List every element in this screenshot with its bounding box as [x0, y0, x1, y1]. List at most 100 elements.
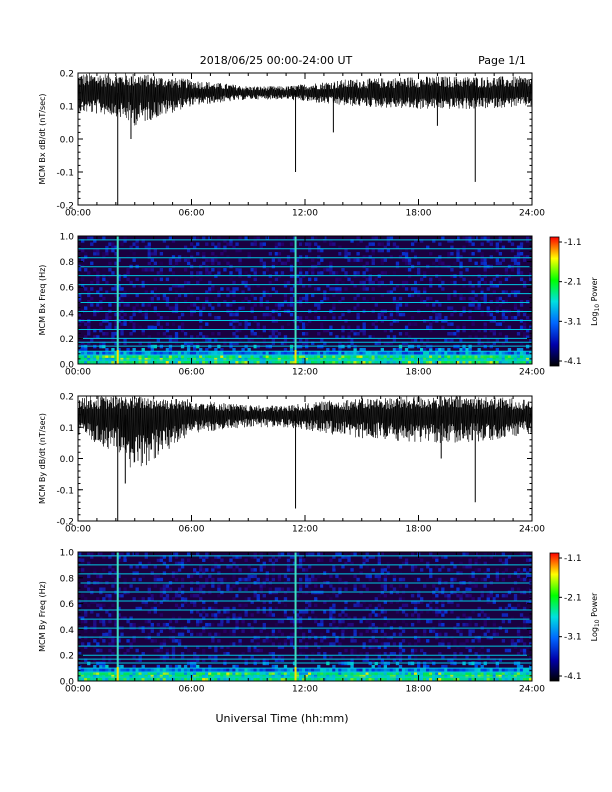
spectrogram-cell: [368, 613, 372, 617]
spectrogram-cell: [468, 645, 472, 650]
spectrogram-cell: [214, 360, 218, 365]
spectrogram-cell: [468, 668, 472, 672]
spectrogram-cell: [465, 671, 469, 675]
spectrogram-cell: [453, 677, 457, 682]
spectrogram-cell: [123, 303, 127, 307]
spectrogram-cell: [525, 316, 530, 320]
spectrogram-cell: [298, 587, 303, 591]
spectrogram-cell: [522, 606, 527, 611]
spectrogram-cell: [429, 296, 433, 301]
spectrogram-cell: [468, 296, 472, 301]
spectrogram-cell: [474, 357, 478, 362]
spectrogram-cell: [90, 671, 94, 675]
spectrogram-cell: [308, 671, 312, 675]
spectrogram-cell: [507, 655, 512, 659]
spectrogram-cell: [183, 360, 188, 365]
spectrogram-cell: [329, 606, 333, 611]
spectrogram-cell: [386, 671, 391, 675]
spectrogram-cell: [193, 258, 197, 262]
spectrogram-cell: [129, 354, 133, 358]
spectrogram-cell: [217, 316, 221, 320]
spectrogram-cell: [244, 312, 248, 317]
spectrogram-cell: [141, 351, 145, 355]
spectrogram-cell: [311, 245, 315, 250]
spectrogram-cell: [205, 271, 209, 275]
spectrogram-cell: [129, 316, 133, 320]
spectrogram-cell: [392, 658, 397, 662]
spectrogram-cell: [274, 335, 279, 339]
spectrogram-cell: [256, 658, 260, 662]
spectrogram-cell: [262, 584, 266, 588]
spectrogram-cell: [359, 671, 363, 675]
spectrogram-cell: [323, 290, 327, 294]
spectrogram-cell: [174, 561, 179, 566]
spectrogram-cell: [317, 303, 321, 307]
spectrogram-cell: [289, 648, 294, 653]
spectrogram-cell: [519, 348, 524, 352]
spectrogram-cell: [114, 639, 118, 643]
spectrogram-cell: [395, 300, 400, 304]
spectrogram-cell: [329, 287, 333, 291]
spectrogram-cell: [262, 622, 266, 627]
spectrogram-cell: [407, 360, 412, 365]
spectrogram-cell: [84, 335, 88, 339]
spectrogram-cell: [153, 248, 157, 253]
spectrogram-cell: [501, 245, 506, 250]
spectrogram-cell: [196, 671, 200, 675]
spectrogram-cell: [96, 613, 100, 617]
spectrogram-cell: [335, 552, 339, 556]
spectrogram-cell: [353, 574, 357, 579]
spectrogram-cell: [510, 677, 515, 682]
spectrogram-cell: [241, 328, 245, 333]
spectrogram-cell: [108, 619, 112, 624]
spectrogram-cell: [504, 558, 509, 562]
spectrogram-cell: [501, 552, 506, 556]
spectrogram-cell: [138, 606, 142, 611]
spectrogram-cell: [105, 332, 109, 336]
spectrogram-cell: [495, 351, 500, 355]
spectrogram-cell: [483, 357, 487, 362]
spectrogram-cell: [174, 671, 179, 675]
spectrogram-cell: [189, 664, 194, 669]
spectrogram-cell: [156, 332, 161, 336]
spectrogram-cell: [286, 360, 291, 365]
spectrogram-cell: [129, 642, 133, 646]
spectrogram-cell: [359, 280, 363, 285]
spectrogram-cell: [226, 677, 230, 682]
spectrogram-cell: [320, 668, 324, 672]
spectrogram-cell: [371, 296, 375, 301]
spectrogram-cell: [389, 600, 394, 604]
spectrogram-cell: [480, 252, 484, 256]
spectrogram-cell: [199, 360, 203, 365]
spectrogram-cell: [444, 677, 448, 682]
spectrogram-cell: [371, 252, 375, 256]
spectrogram-cell: [220, 357, 224, 362]
spectrogram-cell: [359, 651, 363, 656]
spectrogram-cell: [429, 629, 433, 633]
spectrogram-cell: [329, 655, 333, 659]
spectrogram-cell: [114, 293, 118, 298]
spectrogram-cell: [150, 674, 154, 679]
spectrogram-cell: [214, 300, 218, 304]
spectrogram-cell: [250, 574, 254, 579]
spectrogram-cell: [371, 360, 375, 365]
spectrogram-cell: [359, 351, 363, 355]
spectrogram-cell: [126, 255, 130, 259]
spectrogram-cell: [444, 632, 448, 637]
spectrogram-cell: [338, 277, 342, 282]
spectrogram-cell: [87, 271, 91, 275]
spectrogram-cell: [174, 338, 179, 342]
spectrogram-cell: [465, 351, 469, 355]
spectrogram-cell: [174, 619, 179, 624]
spectrogram-cell: [528, 629, 533, 633]
spectrogram-cell: [214, 645, 218, 650]
spectrogram-cell: [202, 668, 206, 672]
spectrogram-cell: [141, 564, 145, 569]
spectrogram-cell: [283, 348, 288, 352]
spectrogram-cell: [453, 639, 457, 643]
spectrogram-cell: [365, 564, 369, 569]
spectrogram-cell: [265, 268, 269, 272]
spectrogram-cell: [226, 242, 230, 246]
spectrogram-cell: [462, 284, 466, 288]
spectrogram-cell: [144, 668, 148, 672]
